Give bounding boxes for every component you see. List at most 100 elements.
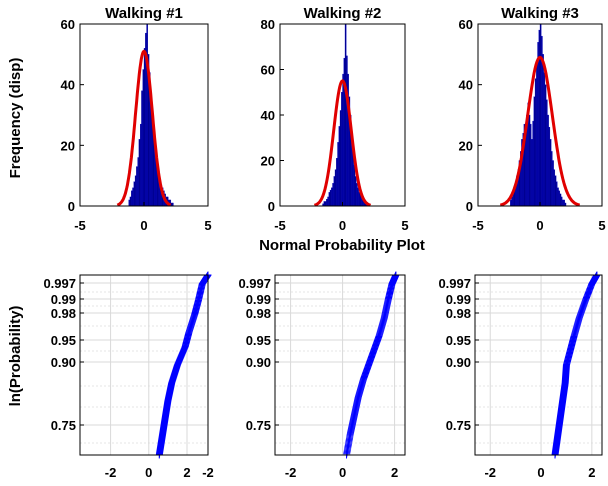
x-tick-label: 2	[391, 465, 398, 480]
histogram-bar	[532, 120, 534, 207]
y-tick-label: 0.98	[246, 306, 271, 321]
histogram-bar	[528, 114, 531, 207]
y-tick-label: 0.75	[446, 418, 471, 433]
y-tick-label: 40	[261, 108, 275, 123]
normal-fit-curve	[500, 55, 580, 207]
axes-box	[79, 274, 209, 456]
x-tick-label: -2	[484, 465, 496, 480]
x-tick-label: 0	[145, 465, 152, 480]
histogram-bar	[544, 84, 547, 207]
x-tick-label: 5	[598, 218, 605, 233]
histogram-bar	[327, 196, 329, 207]
histogram-bar	[344, 23, 347, 207]
y-tick-label: 40	[61, 78, 75, 93]
x-tick-label: -2	[105, 465, 117, 480]
histogram-bar	[132, 187, 134, 207]
histogram-bar	[342, 73, 344, 207]
x-tick-label: -5	[74, 218, 86, 233]
y-tick-label: 60	[261, 63, 275, 78]
x-tick-label: 2	[588, 465, 595, 480]
histogram-bar	[533, 96, 536, 207]
histogram-bar	[329, 189, 332, 207]
histogram-bar	[555, 181, 558, 207]
histogram-2: Walking #2 -5 0 5 0 20 40 60 80	[261, 5, 409, 233]
histogram-bar	[146, 23, 148, 207]
histogram-bar	[536, 60, 538, 207]
histogram-bar	[551, 151, 553, 207]
histogram-bar	[324, 201, 327, 207]
histogram-bar	[539, 23, 542, 207]
histogram-bar	[326, 199, 328, 207]
histogram-bar	[323, 201, 326, 207]
y-tick-label: 0.997	[438, 276, 471, 291]
histogram-bar	[134, 175, 137, 207]
y-tick-label: 20	[261, 154, 275, 169]
histogram-bar	[354, 176, 357, 207]
histogram-bar	[531, 139, 533, 207]
histogram-bar	[332, 183, 334, 207]
histogram-bar	[137, 157, 140, 207]
histogram-bar	[549, 139, 552, 207]
y-tick-label: 0.75	[246, 418, 271, 433]
histogram-bar	[143, 48, 146, 207]
y-tick-label: 0.98	[51, 306, 76, 321]
y-tick-label: 0.90	[446, 355, 471, 370]
histogram-bar	[537, 42, 539, 207]
y-tick-label: 0	[466, 199, 473, 214]
y-tick-label: 40	[459, 78, 473, 93]
subplot-title: Walking #3	[501, 5, 579, 22]
normal-fit-curve	[313, 79, 372, 207]
histogram-bar	[142, 69, 145, 207]
histogram-bar	[338, 126, 341, 207]
histogram-bar	[339, 110, 342, 207]
subplot-title: Walking #2	[304, 5, 382, 22]
histogram-bar	[534, 78, 537, 207]
histogram-bar	[128, 199, 131, 207]
y-tick-label: 0.95	[446, 333, 471, 348]
histogram-bar	[558, 190, 560, 207]
histogram-bar	[358, 192, 361, 207]
y-axis-label-frequency: Frequency (disp)	[7, 58, 24, 179]
histogram-bar	[353, 164, 356, 207]
histogram-bar	[543, 72, 546, 207]
histogram-bar	[547, 114, 549, 207]
histogram-bar	[333, 176, 336, 207]
histogram-bar	[334, 169, 337, 207]
axes-box	[474, 274, 603, 456]
x-tick-label: 5	[401, 218, 408, 233]
histogram-bar	[510, 199, 512, 207]
histogram-bar	[548, 126, 551, 207]
y-tick-label: 20	[61, 138, 75, 153]
histogram-bar	[141, 90, 143, 207]
histogram-bar	[552, 160, 554, 207]
histogram-bar	[560, 196, 563, 207]
histogram-bar	[546, 99, 548, 207]
histogram-bar	[559, 193, 562, 207]
histogram-bar	[542, 54, 544, 207]
x-tick-label: 0	[536, 218, 543, 233]
x-tick-label: 5	[204, 218, 211, 233]
y-tick-label: 80	[261, 17, 275, 32]
x-tick-label: 0	[140, 218, 147, 233]
histogram-bar	[140, 123, 142, 207]
histogram-bar	[328, 192, 331, 207]
x-tick-label: -5	[472, 218, 484, 233]
histogram-bar	[129, 196, 132, 207]
histogram-bar	[356, 183, 358, 207]
y-tick-label: 0.997	[238, 276, 271, 291]
histogram-bar	[554, 175, 557, 207]
y-tick-label: 20	[459, 138, 473, 153]
normal-fit-curve	[116, 49, 172, 207]
histogram-bar	[131, 190, 133, 207]
y-tick-label: 0.90	[246, 355, 271, 370]
histogram-bar	[511, 196, 513, 207]
y-tick-label: 0.99	[246, 292, 271, 307]
histogram-bar	[563, 199, 565, 207]
x-tick-label: -5	[274, 218, 286, 233]
x-tick-label: 0	[537, 465, 544, 480]
